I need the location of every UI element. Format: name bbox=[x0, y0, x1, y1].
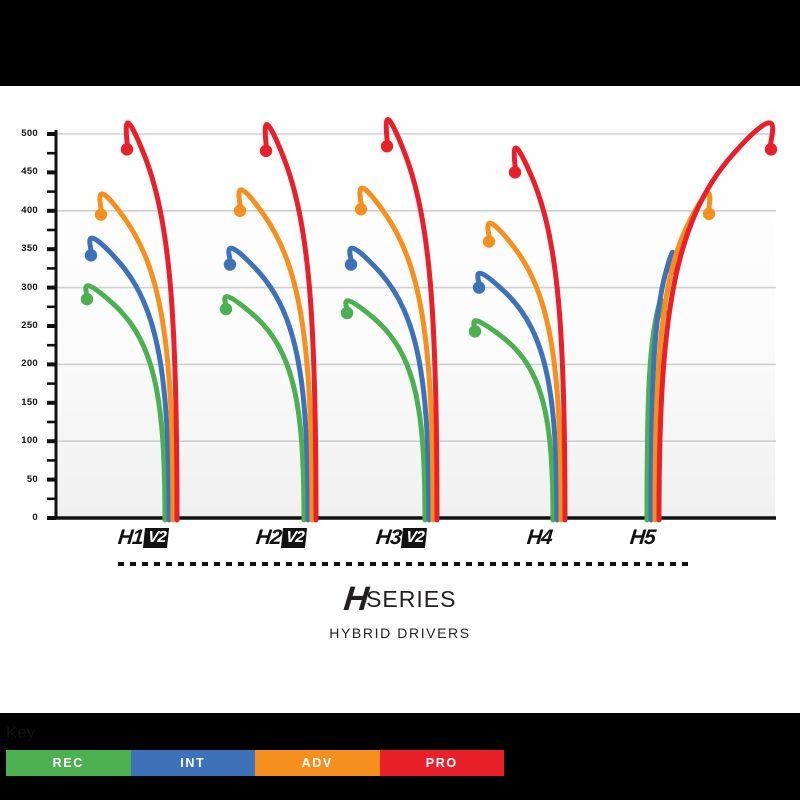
data-point-rec-1 bbox=[80, 292, 94, 306]
y-axis-tick-label: 50 bbox=[26, 473, 38, 485]
y-axis-tick-label: 400 bbox=[21, 204, 38, 216]
title-series-word: SERIES bbox=[366, 586, 457, 612]
data-point-adv-5 bbox=[702, 207, 716, 221]
series-curve-int-3 bbox=[347, 245, 432, 523]
legend: REC INT ADV PRO bbox=[6, 750, 504, 776]
data-point-int-2 bbox=[223, 258, 237, 271]
x-axis-label-base: H3 bbox=[374, 526, 403, 549]
series-curve-pro-3 bbox=[383, 117, 440, 523]
legend-item-pro[interactable]: PRO bbox=[379, 750, 504, 776]
y-axis-tick-label: 450 bbox=[21, 166, 38, 178]
y-axis-tick-label: 100 bbox=[21, 435, 38, 447]
legend-item-adv[interactable]: ADV bbox=[255, 750, 380, 776]
x-axis-label-base: H2 bbox=[254, 526, 283, 549]
y-axis-tick-label: 150 bbox=[21, 396, 38, 408]
y-axis-tick-label: 500 bbox=[21, 128, 38, 139]
legend-title: Key bbox=[6, 723, 36, 742]
data-point-adv-3 bbox=[354, 203, 368, 216]
series-curve-rec-3 bbox=[343, 298, 428, 523]
legend-item-rec[interactable]: REC bbox=[6, 750, 131, 776]
x-axis-label-base: H5 bbox=[628, 526, 657, 549]
title-h-glyph: H bbox=[341, 580, 369, 618]
data-point-pro-2 bbox=[259, 144, 273, 158]
series-curve-rec-4 bbox=[471, 318, 556, 523]
series-curve-pro-4 bbox=[511, 145, 568, 523]
x-axis-label-h5: H5 bbox=[629, 526, 656, 550]
chart-canvas: 0 50 100 150 200 250 300 350 400 450 500 H1 V2 H2 V2 H… bbox=[0, 86, 800, 776]
series-curve-adv-4 bbox=[485, 220, 564, 523]
chart-subtitle: HYBRID DRIVERS bbox=[329, 625, 471, 641]
series-curve-adv-3 bbox=[357, 185, 436, 523]
series-curve-adv-5 bbox=[652, 190, 713, 523]
y-axis-tick-label: 200 bbox=[21, 358, 38, 370]
chart-plot bbox=[47, 117, 778, 566]
x-axis-label-badge: V2 bbox=[400, 528, 428, 548]
data-point-int-4 bbox=[472, 281, 486, 294]
data-point-rec-2 bbox=[219, 302, 233, 316]
y-axis-tick-label: 300 bbox=[21, 281, 38, 293]
x-axis-label-badge: V2 bbox=[280, 528, 308, 548]
y-axis-tick-label: 250 bbox=[21, 320, 38, 331]
data-point-int-3 bbox=[344, 258, 358, 271]
series-curve-adv-1 bbox=[97, 191, 176, 523]
y-axis-tick-label: 0 bbox=[32, 512, 38, 523]
series-curve-pro-5 bbox=[656, 120, 776, 523]
series-curve-rec-2 bbox=[222, 294, 307, 523]
data-point-rec-3 bbox=[340, 306, 354, 320]
series-curve-pro-1 bbox=[123, 120, 180, 523]
chart-title-block: HSERIES HYBRID DRIVERS bbox=[0, 580, 800, 641]
data-point-pro-4 bbox=[508, 166, 522, 179]
x-axis-label-h1: H1 V2 bbox=[117, 526, 170, 550]
x-axis-label-h4: H4 bbox=[526, 526, 553, 550]
data-point-pro-5 bbox=[764, 143, 778, 156]
data-point-adv-2 bbox=[233, 204, 247, 217]
series-curve-int-4 bbox=[475, 270, 560, 523]
x-axis-label-h2: H2 V2 bbox=[255, 526, 308, 550]
legend-item-int[interactable]: INT bbox=[130, 750, 255, 776]
data-point-adv-4 bbox=[482, 235, 496, 248]
data-point-pro-3 bbox=[380, 140, 394, 153]
series-curve-int-1 bbox=[87, 235, 172, 523]
data-point-pro-1 bbox=[120, 143, 134, 156]
series-curve-pro-2 bbox=[262, 122, 319, 523]
x-axis-label-base: H1 bbox=[116, 526, 145, 549]
series-curve-rec-1 bbox=[83, 283, 168, 523]
page-title: HSERIES bbox=[0, 580, 800, 619]
series-curve-int-2 bbox=[226, 245, 311, 523]
y-axis-tick-label: 350 bbox=[21, 243, 38, 255]
x-axis-label-h3: H3 V2 bbox=[375, 526, 428, 550]
data-curves bbox=[80, 117, 778, 523]
data-point-rec-4 bbox=[468, 325, 482, 338]
data-point-int-1 bbox=[84, 249, 98, 262]
x-axis-label-badge: V2 bbox=[142, 528, 170, 548]
data-point-adv-1 bbox=[94, 208, 108, 221]
series-curve-adv-2 bbox=[236, 187, 315, 523]
x-axis-label-base: H4 bbox=[525, 526, 554, 549]
letterbox-top bbox=[0, 0, 800, 86]
